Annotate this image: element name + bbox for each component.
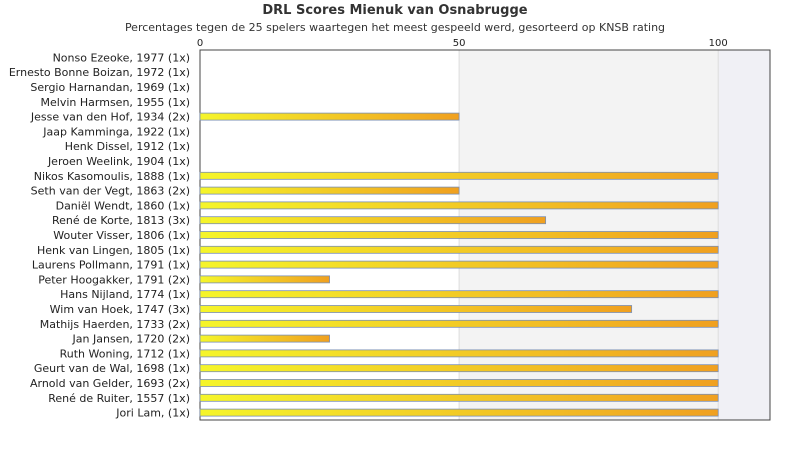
bar	[199, 245, 719, 254]
bar	[199, 275, 330, 284]
category-label: Peter Hoogakker, 1791 (2x)	[38, 273, 190, 286]
category-label: Jeroen Weelink, 1904 (1x)	[47, 155, 190, 168]
category-label: Wim van Hoek, 1747 (3x)	[50, 303, 190, 316]
bar	[199, 171, 719, 180]
category-label: Geurt van de Wal, 1698 (1x)	[34, 362, 190, 375]
category-label: Wouter Visser, 1806 (1x)	[53, 229, 190, 242]
bar	[199, 364, 719, 373]
bar	[199, 349, 719, 358]
category-label: Melvin Harmsen, 1955 (1x)	[41, 96, 190, 109]
x-tick-label: 0	[197, 38, 203, 49]
grid-band	[718, 50, 770, 420]
category-label: Hans Nijland, 1774 (1x)	[60, 288, 190, 301]
category-label: Mathijs Haerden, 1733 (2x)	[40, 318, 190, 331]
bar	[199, 290, 719, 299]
bar	[199, 216, 547, 225]
category-label: Jori Lam, (1x)	[115, 407, 190, 420]
category-label: Daniël Wendt, 1860 (1x)	[56, 199, 190, 212]
bar	[199, 201, 719, 210]
category-label: Henk van Lingen, 1805 (1x)	[37, 244, 190, 257]
bar	[199, 231, 719, 239]
x-tick-label: 100	[709, 38, 728, 49]
category-label: Jaap Kamminga, 1922 (1x)	[42, 125, 190, 138]
category-label: Jesse van den Hof, 1934 (2x)	[30, 111, 190, 124]
category-label: Nikos Kasomoulis, 1888 (1x)	[34, 170, 190, 183]
bar	[199, 112, 460, 121]
bar	[199, 319, 719, 328]
category-label: Henk Dissel, 1912 (1x)	[65, 140, 190, 153]
category-label: Ruth Woning, 1712 (1x)	[60, 347, 190, 360]
category-label: Ernesto Bonne Boizan, 1972 (1x)	[9, 66, 190, 79]
category-label: Laurens Pollmann, 1791 (1x)	[32, 259, 190, 272]
bar	[199, 393, 719, 402]
bar	[199, 408, 719, 417]
bar	[199, 260, 719, 269]
bar	[199, 334, 330, 343]
category-label: Seth van der Vegt, 1863 (2x)	[31, 185, 190, 198]
category-label: Sergio Harnandan, 1969 (1x)	[30, 81, 190, 94]
plot-area: 0 50 100 Nonso Ezeoke, 1977 (1x) Ernesto Bon…	[9, 38, 771, 421]
chart-subtitle: Percentages tegen de 25 spelers waartege…	[125, 21, 665, 34]
bar	[199, 305, 633, 313]
category-label: Arnold van Gelder, 1693 (2x)	[30, 377, 190, 390]
category-label: Nonso Ezeoke, 1977 (1x)	[53, 51, 190, 64]
category-label: René de Ruiter, 1557 (1x)	[48, 392, 190, 405]
chart-title: DRL Scores Mienuk van Osnabrugge	[262, 3, 527, 18]
category-label: Jan Jansen, 1720 (2x)	[72, 333, 190, 346]
bar	[199, 186, 460, 195]
category-label: René de Korte, 1813 (3x)	[52, 214, 190, 227]
x-tick-label: 50	[453, 38, 466, 49]
bar	[199, 379, 719, 387]
